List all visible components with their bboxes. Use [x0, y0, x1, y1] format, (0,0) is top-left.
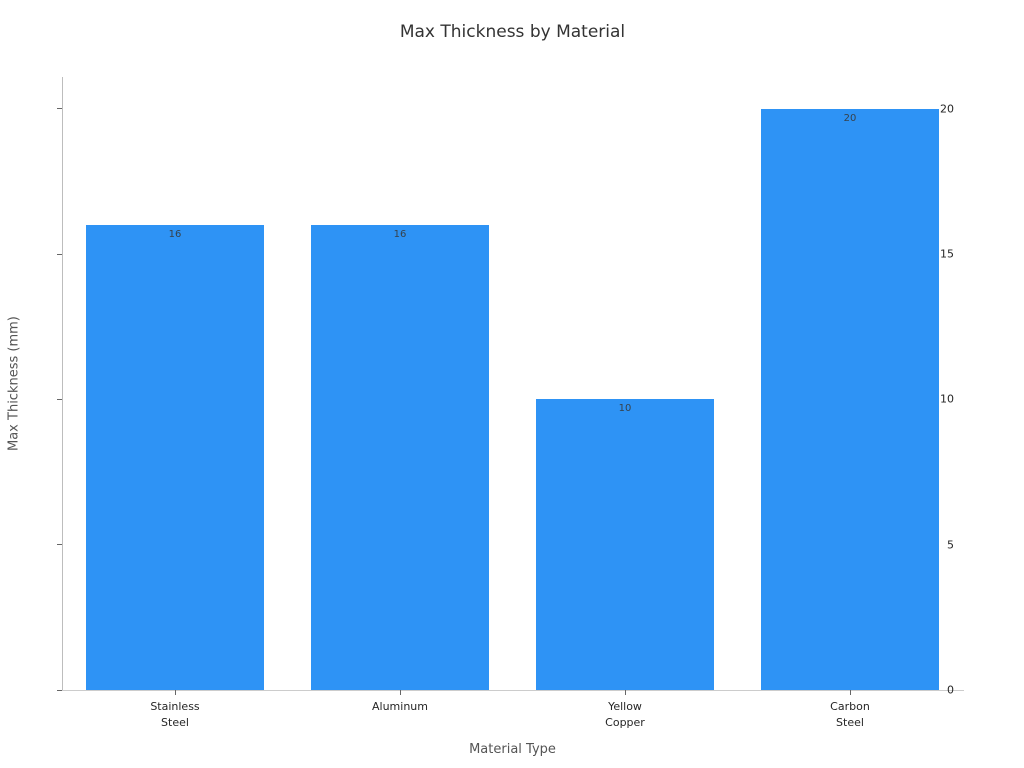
bar: 16 [311, 225, 489, 690]
x-tick-mark [400, 690, 401, 695]
y-tick-mark [57, 398, 62, 400]
x-axis-line [62, 690, 964, 691]
y-tick-mark [57, 689, 62, 691]
x-tick-label: Stainless Steel [150, 700, 200, 729]
bar-value-label: 16 [168, 229, 182, 240]
plot-area: 0 5 10 15 20 16 16 10 20 Stainless Steel Aluminu… [57, 77, 964, 729]
x-axis-label: Material Type [469, 742, 556, 757]
y-tick-label: 15 [940, 247, 954, 261]
bar: 10 [536, 399, 714, 690]
x-tick-mark [625, 690, 626, 695]
y-tick-label: 5 [947, 538, 954, 552]
y-tick-mark [57, 108, 62, 110]
y-tick-label: 0 [947, 683, 954, 697]
bar-value-label: 20 [843, 113, 857, 124]
y-axis-label: Max Thickness (mm) [6, 316, 22, 451]
x-tick-mark [850, 690, 851, 695]
chart-title: Max Thickness by Material [399, 22, 626, 42]
bar-value-label: 10 [618, 403, 632, 414]
x-tick-label: Carbon Steel [830, 700, 870, 729]
bar: 16 [86, 225, 264, 690]
y-tick-mark [57, 544, 62, 546]
bar-value-label: 16 [393, 229, 407, 240]
x-tick-label: Yellow Copper [605, 700, 645, 729]
y-axis-line [62, 77, 63, 690]
x-tick-label: Aluminum [372, 700, 428, 713]
y-tick-label: 20 [940, 102, 954, 116]
x-tick-mark [175, 690, 176, 695]
y-tick-label: 10 [940, 392, 954, 406]
y-tick-mark [57, 253, 62, 255]
bar: 20 [761, 109, 939, 690]
